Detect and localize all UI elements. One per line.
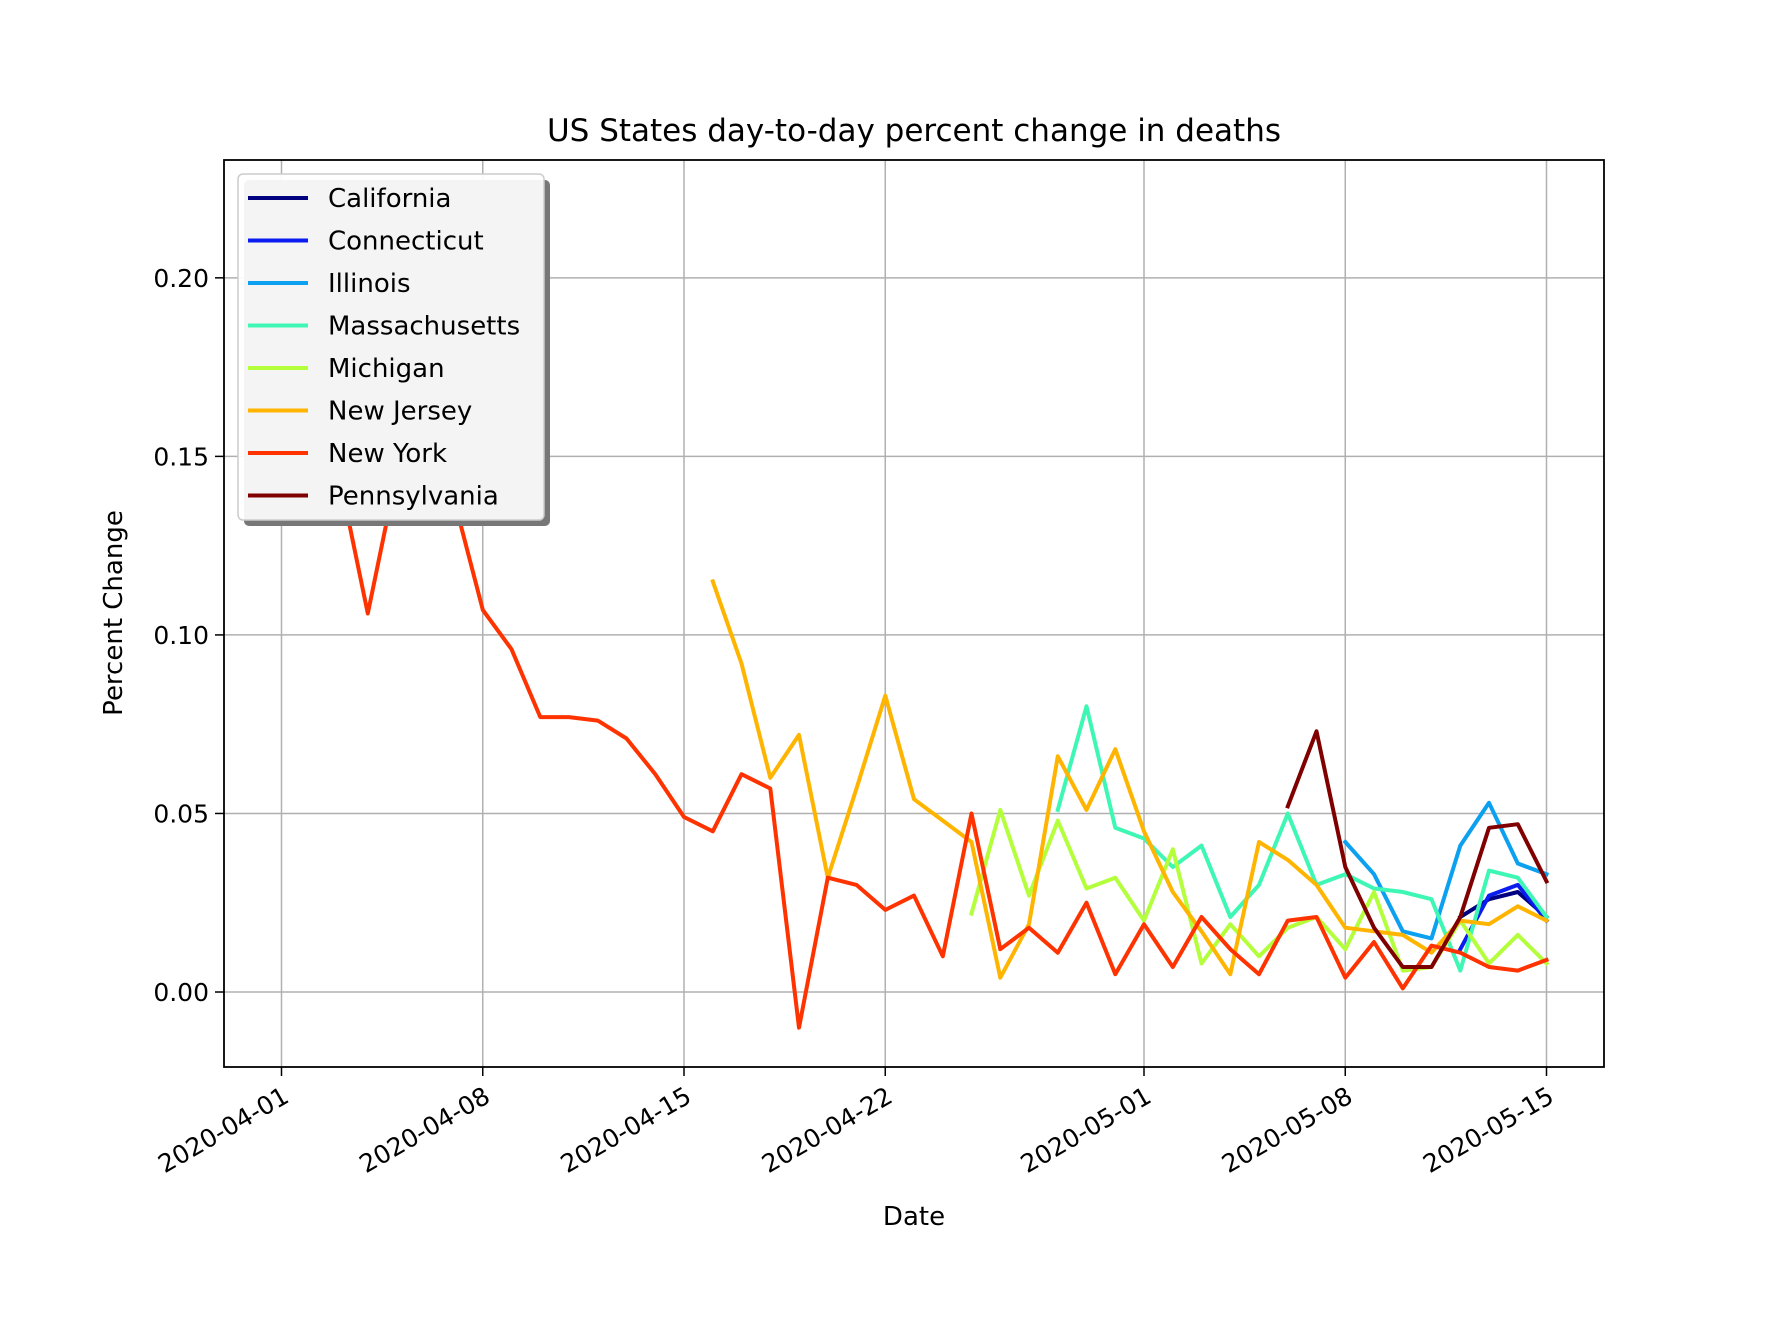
series-line-new-york xyxy=(336,454,1550,1030)
series-line-illinois xyxy=(1342,800,1550,941)
legend: California Connecticut Illinois Massachuset… xyxy=(237,173,550,526)
series-line-new-jersey xyxy=(710,578,1550,980)
chart-title: US States day-to-day percent change in d… xyxy=(547,113,1281,149)
y-axis-ticks: 0.00 0.05 0.10 0.15 0.20 xyxy=(153,264,224,1007)
grid xyxy=(224,160,1604,1067)
legend-label-connecticut: Connecticut xyxy=(328,227,484,257)
legend-label-california: California xyxy=(328,184,451,214)
y-tick-label: 0.05 xyxy=(153,799,209,828)
y-tick-label: 0.15 xyxy=(153,442,209,471)
legend-label-new-jersey: New Jersey xyxy=(328,397,472,427)
series-lines xyxy=(336,454,1550,1030)
series-line-pennsylvania xyxy=(1285,729,1550,969)
legend-label-new-york: New York xyxy=(328,439,447,469)
y-tick-label: 0.10 xyxy=(153,621,209,650)
legend-label-massachusetts: Massachusetts xyxy=(328,312,520,342)
y-tick-label: 0.20 xyxy=(153,264,209,293)
y-axis-label: Percent Change xyxy=(99,510,129,716)
legend-label-michigan: Michigan xyxy=(328,354,445,384)
legend-entries: California Connecticut Illinois Massachuset… xyxy=(248,184,520,512)
y-tick-label: 0.00 xyxy=(153,978,209,1007)
plot-frame xyxy=(223,159,1605,1068)
legend-box xyxy=(237,173,545,521)
x-axis-label: Date xyxy=(883,1202,945,1232)
legend-label-pennsylvania: Pennsylvania xyxy=(328,482,499,512)
legend-label-illinois: Illinois xyxy=(328,269,411,299)
